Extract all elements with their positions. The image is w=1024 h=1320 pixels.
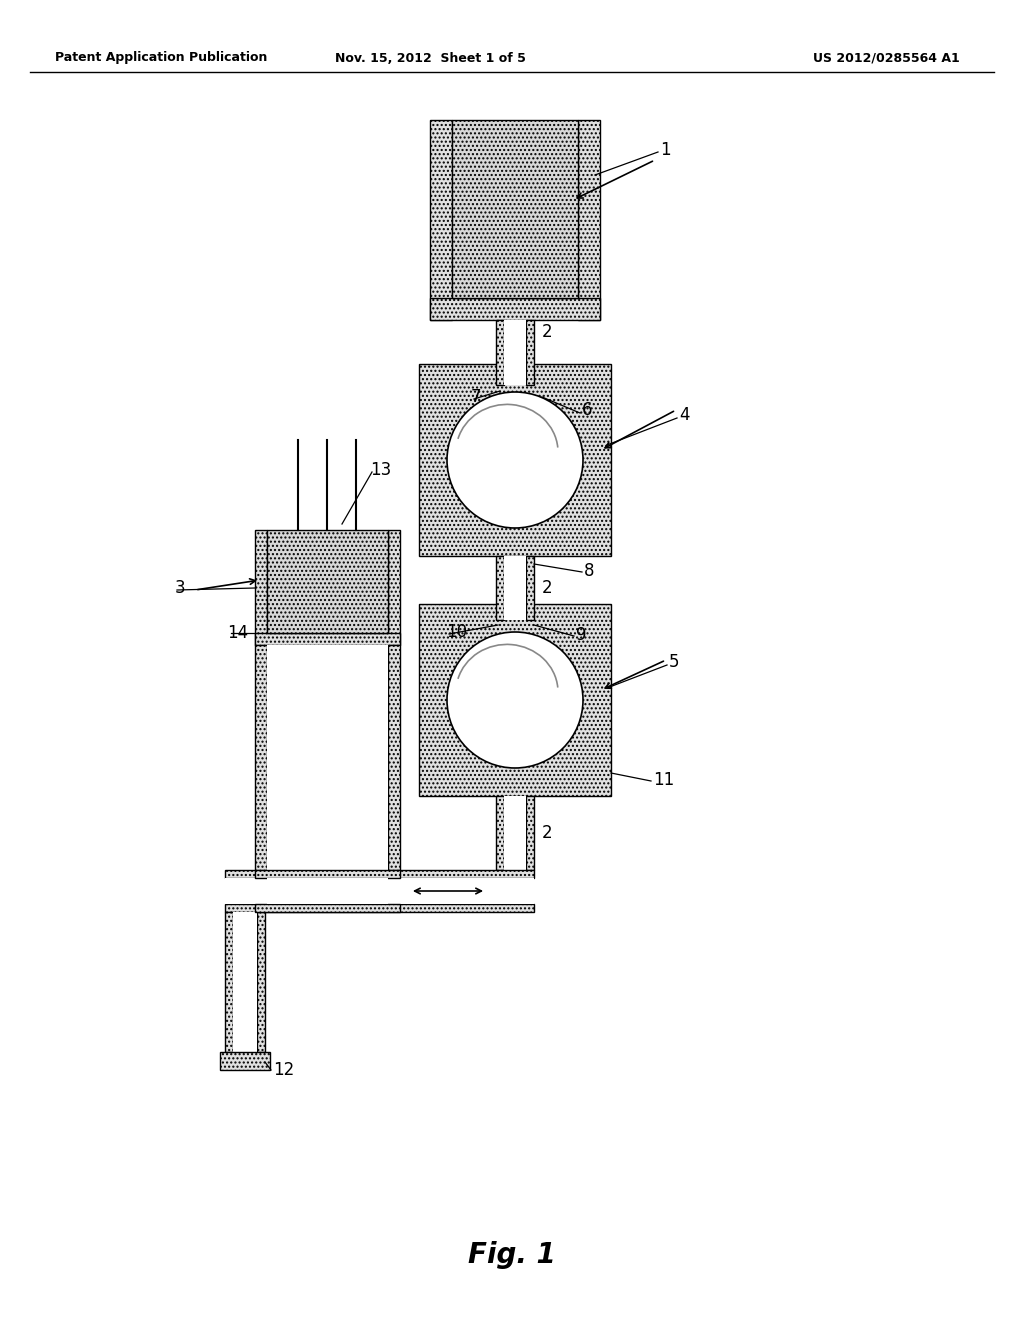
Circle shape (447, 632, 583, 768)
Bar (225, 912, 233, 1052)
Bar (267, 531, 388, 634)
Text: 2: 2 (542, 579, 553, 597)
Bar (233, 912, 257, 1052)
Bar (225, 904, 534, 912)
Text: 2: 2 (542, 323, 553, 341)
Text: Nov. 15, 2012  Sheet 1 of 5: Nov. 15, 2012 Sheet 1 of 5 (335, 51, 525, 65)
Bar (255, 645, 267, 870)
Bar (267, 645, 388, 870)
Bar (430, 298, 600, 319)
Text: 14: 14 (227, 624, 248, 642)
Bar (526, 319, 534, 385)
Text: 9: 9 (575, 626, 587, 644)
Bar (496, 319, 504, 385)
Text: Patent Application Publication: Patent Application Publication (55, 51, 267, 65)
Bar (430, 120, 452, 319)
Text: 7: 7 (471, 388, 481, 407)
Text: 13: 13 (370, 461, 391, 479)
Bar (504, 556, 526, 620)
Text: 11: 11 (653, 771, 674, 789)
Text: 4: 4 (679, 407, 689, 424)
Text: US 2012/0285564 A1: US 2012/0285564 A1 (813, 51, 961, 65)
Bar (220, 1052, 270, 1071)
Bar (578, 120, 600, 319)
Circle shape (447, 392, 583, 528)
Text: 2: 2 (542, 824, 553, 842)
Text: Fig. 1: Fig. 1 (468, 1241, 556, 1269)
Bar (452, 120, 578, 298)
Bar (496, 556, 504, 620)
Bar (255, 634, 400, 645)
Bar (255, 904, 400, 912)
Bar (419, 364, 611, 556)
Bar (504, 319, 526, 385)
Bar (504, 796, 526, 870)
Bar (526, 556, 534, 620)
Bar (388, 531, 400, 645)
Text: 3: 3 (175, 579, 185, 597)
Bar (257, 912, 265, 1052)
Bar (255, 531, 267, 645)
Bar (388, 645, 400, 870)
Bar (496, 796, 504, 870)
Bar (225, 878, 534, 904)
Bar (225, 870, 534, 878)
Text: 12: 12 (273, 1061, 294, 1078)
Text: 1: 1 (660, 141, 671, 158)
Bar (255, 870, 400, 878)
Bar (419, 605, 611, 796)
Bar (526, 796, 534, 870)
Text: 5: 5 (669, 653, 680, 671)
Text: 8: 8 (584, 562, 595, 579)
Bar (267, 878, 388, 904)
Text: 10: 10 (446, 623, 467, 642)
Text: 6: 6 (582, 401, 593, 418)
